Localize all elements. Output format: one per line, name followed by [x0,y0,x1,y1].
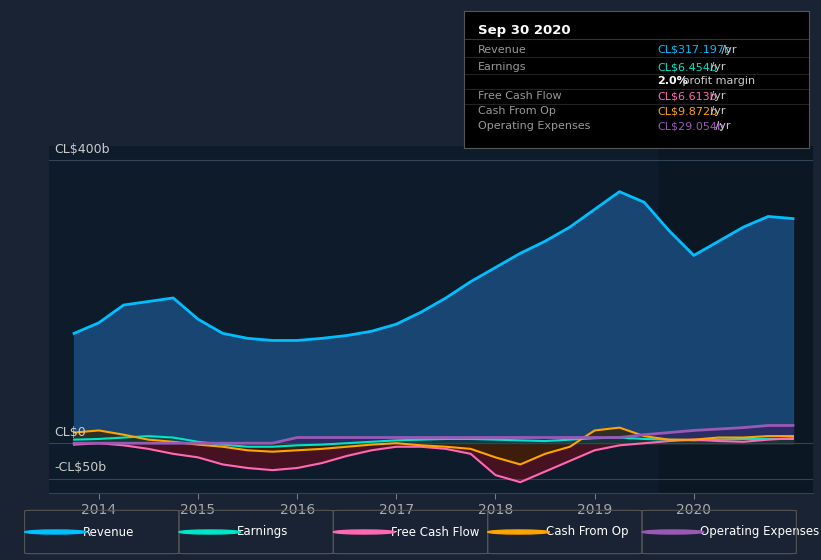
Text: CL$6.454b: CL$6.454b [657,63,717,72]
Bar [659,146,813,493]
Circle shape [179,530,241,534]
Text: Operating Expenses: Operating Expenses [478,122,590,132]
Text: Free Cash Flow: Free Cash Flow [392,525,479,539]
Circle shape [333,530,395,534]
Text: CL$400b: CL$400b [54,142,110,156]
Text: Cash From Op: Cash From Op [546,525,628,539]
Text: /yr: /yr [707,91,725,101]
Text: Free Cash Flow: Free Cash Flow [478,91,562,101]
Text: 2.0%: 2.0% [657,76,688,86]
Text: CL$0: CL$0 [54,426,86,439]
Text: CL$9.872b: CL$9.872b [657,106,717,116]
Text: /yr: /yr [707,106,725,116]
Circle shape [25,530,86,534]
Text: Earnings: Earnings [237,525,288,539]
Text: /yr: /yr [712,122,731,132]
Text: profit margin: profit margin [679,76,755,86]
Text: CL$29.054b: CL$29.054b [657,122,724,132]
Text: Sep 30 2020: Sep 30 2020 [478,24,571,36]
Text: Earnings: Earnings [478,63,526,72]
Text: Revenue: Revenue [478,45,526,55]
Text: /yr: /yr [718,45,736,55]
Text: Revenue: Revenue [83,525,134,539]
Circle shape [488,530,549,534]
Circle shape [642,530,704,534]
Text: Cash From Op: Cash From Op [478,106,556,116]
Text: Operating Expenses: Operating Expenses [700,525,819,539]
Text: CL$317.197b: CL$317.197b [657,45,731,55]
Text: -CL$50b: -CL$50b [54,461,107,474]
Text: /yr: /yr [707,63,725,72]
Text: CL$6.613b: CL$6.613b [657,91,717,101]
